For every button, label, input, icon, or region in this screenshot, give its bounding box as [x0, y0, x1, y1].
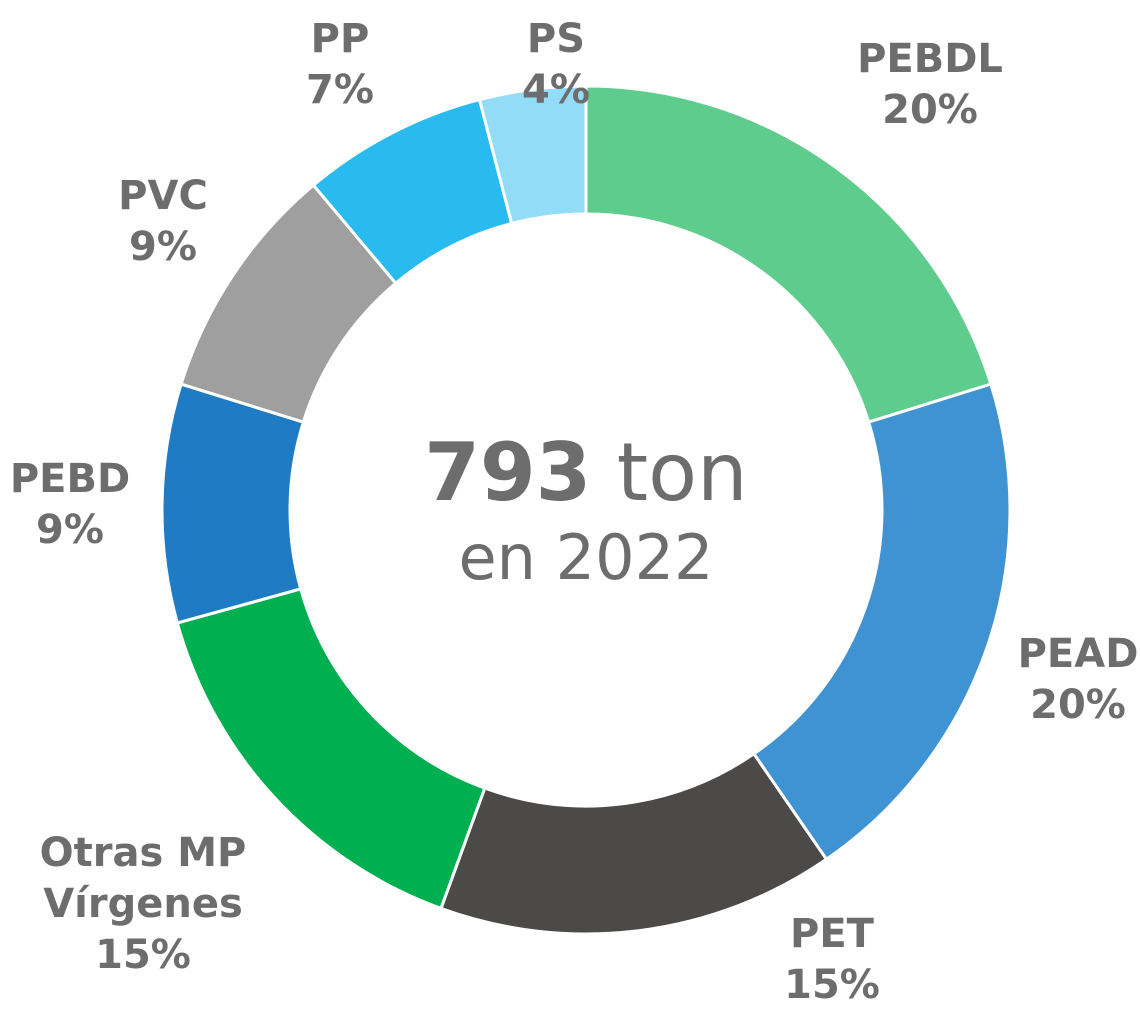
center-subtitle: en 2022 — [458, 520, 714, 594]
segment-label: PEBD 9% — [10, 454, 130, 556]
segment-label: Otras MP Vírgenes 15% — [28, 828, 258, 982]
value-label: 9% — [129, 224, 197, 270]
segment-label: PEAD 20% — [1018, 629, 1139, 731]
donut-segment — [584, 84, 993, 424]
value-label: 4% — [522, 67, 590, 113]
value-label: 20% — [1030, 682, 1126, 728]
value-label: 7% — [306, 67, 374, 113]
donut-segment — [751, 382, 1012, 862]
donut-segment — [477, 84, 588, 226]
center-label: 793 ton en 2022 — [424, 425, 747, 595]
segment-label: PP 7% — [306, 14, 374, 116]
value-label: 20% — [882, 87, 978, 133]
category-label: Otras MP Vírgenes — [39, 830, 247, 928]
segment-label: PET 15% — [784, 909, 880, 1011]
segment-label: PEBDL 20% — [857, 34, 1003, 136]
category-label: PEAD — [1017, 630, 1139, 677]
value-label: 15% — [784, 962, 880, 1008]
category-label: PVC — [118, 172, 208, 219]
center-unit: ton — [616, 425, 748, 519]
center-value: 793 — [424, 425, 592, 519]
segment-label: PVC 9% — [118, 171, 208, 273]
category-label: PS — [526, 15, 586, 62]
category-label: PP — [310, 15, 370, 62]
category-label: PEBDL — [857, 35, 1003, 82]
category-label: PEBD — [9, 455, 131, 502]
category-label: PET — [790, 910, 874, 957]
segment-label: PS 4% — [522, 14, 590, 116]
center-total: 793 ton — [424, 425, 747, 521]
value-label: 15% — [95, 932, 191, 979]
value-label: 9% — [36, 507, 104, 553]
donut-segment — [160, 382, 306, 625]
donut-segment — [439, 751, 829, 936]
